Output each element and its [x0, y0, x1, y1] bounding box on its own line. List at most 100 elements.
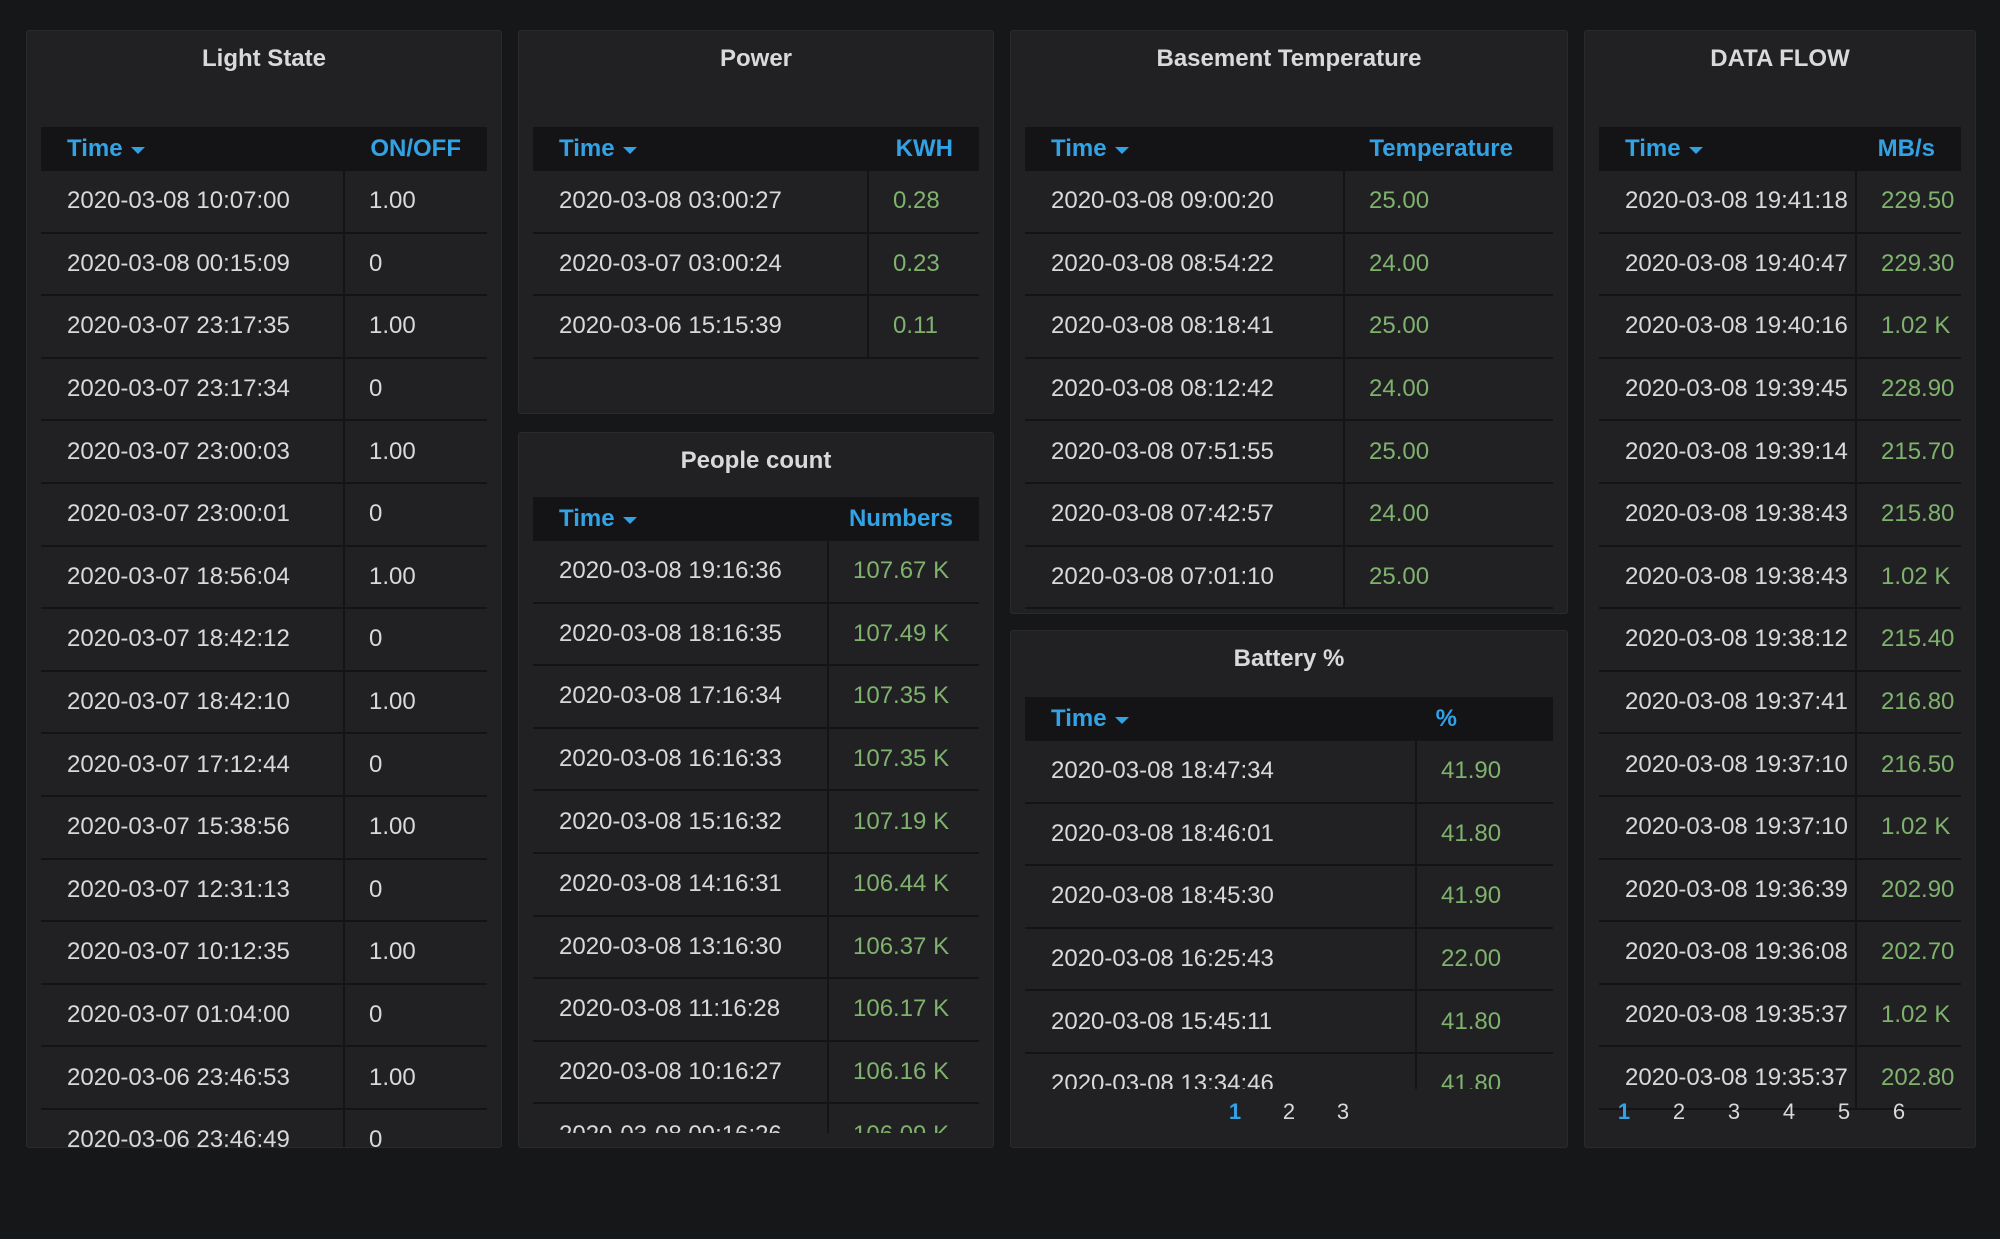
- people-count-panel: People count Time Numbers 2020-03-08 19:…: [518, 432, 994, 1148]
- sort-caret-icon: [1114, 146, 1129, 154]
- value-cell: 24.00: [1369, 375, 1430, 403]
- page-3-link[interactable]: 3: [1727, 1099, 1741, 1124]
- table-row: 2020-03-08 19:38:43 1.02 K: [1599, 546, 1961, 610]
- time-cell: 2020-03-08 15:16:32: [533, 791, 829, 852]
- page-1-link[interactable]: 1: [1617, 1099, 1631, 1124]
- sort-time-header[interactable]: Time: [41, 135, 145, 163]
- power-table: Time KWH 2020-03-08 03:00:27 0.28 2020-03-…: [533, 127, 979, 373]
- time-cell: 2020-03-08 14:16:31: [533, 853, 829, 915]
- table-row: 2020-03-08 13:16:30 106.37 K: [533, 916, 979, 980]
- value-column-header[interactable]: ON/OFF: [370, 135, 461, 162]
- value-column-header[interactable]: Numbers: [848, 505, 953, 532]
- panel-title: Power: [719, 45, 793, 72]
- table-row: 2020-03-07 15:38:56 1.00: [41, 796, 487, 860]
- table-row: 2020-03-06 15:15:39 0.11: [533, 296, 979, 359]
- page-3-link[interactable]: 3: [1336, 1099, 1350, 1124]
- value-cell: 0: [369, 875, 383, 903]
- battery-panel: Battery % Time % 2020-03-08 18:47:34 41.9…: [1010, 630, 1568, 1148]
- table-row: 2020-03-06 23:46:53 1.00: [41, 1047, 487, 1110]
- table-row: 2020-03-08 19:37:10 216.50: [1599, 734, 1961, 797]
- page-5-link[interactable]: 5: [1837, 1099, 1851, 1124]
- value-cell: 215.70: [1881, 437, 1955, 465]
- value-cell: 1.00: [369, 813, 416, 841]
- table-row: 2020-03-08 07:51:55 25.00: [1025, 421, 1553, 484]
- value-cell: 25.00: [1369, 187, 1430, 215]
- value-cell: 25.00: [1369, 437, 1430, 465]
- table-row: 2020-03-08 03:00:27 0.28: [533, 171, 979, 234]
- table-row: 2020-03-08 19:38:43 215.80: [1599, 483, 1961, 547]
- time-cell: 2020-03-08 19:38:43: [1599, 546, 1857, 608]
- table-row: 2020-03-08 19:35:37 202.80: [1599, 1047, 1961, 1110]
- value-column-header[interactable]: KWH: [895, 135, 953, 162]
- value-cell: 106.17 K: [853, 995, 950, 1023]
- light-state-table: Time ON/OFF 2020-03-08 10:07:00 1.00 2020-…: [41, 127, 487, 1147]
- sort-time-header[interactable]: Time: [1025, 135, 1129, 163]
- value-cell: 216.80: [1881, 688, 1955, 716]
- time-cell: 2020-03-07 18:56:04: [41, 546, 345, 608]
- time-cell: 2020-03-08 07:51:55: [1025, 421, 1345, 482]
- time-cell: 2020-03-08 18:47:34: [1025, 741, 1417, 802]
- sort-caret-icon: [1114, 716, 1129, 724]
- table-row: 2020-03-08 18:47:34 41.90: [1025, 741, 1553, 804]
- sort-time-header[interactable]: Time: [1599, 135, 1703, 163]
- sort-time-header[interactable]: Time: [533, 135, 637, 163]
- sort-time-header[interactable]: Time: [1025, 705, 1129, 733]
- time-cell: 2020-03-08 19:36:08: [1599, 922, 1857, 983]
- value-cell: 1.00: [369, 688, 416, 716]
- value-cell: 1.02 K: [1881, 1001, 1951, 1029]
- table-row: 2020-03-08 08:54:22 24.00: [1025, 233, 1553, 297]
- table-row: 2020-03-08 16:16:33 107.35 K: [533, 728, 979, 792]
- time-cell: 2020-03-08 13:16:30: [533, 916, 829, 978]
- table-row: 2020-03-08 19:38:12 215.40: [1599, 609, 1961, 672]
- sort-caret-icon: [622, 146, 637, 154]
- value-cell: 107.35 K: [853, 682, 950, 710]
- sort-time-header[interactable]: Time: [533, 505, 637, 533]
- value-cell: 41.90: [1441, 882, 1502, 910]
- value-cell: 106.44 K: [853, 870, 950, 898]
- panel-title: Basement Temperature: [1156, 45, 1422, 72]
- value-cell: 228.90: [1881, 375, 1955, 403]
- time-cell: 2020-03-08 19:36:39: [1599, 859, 1857, 921]
- table-row: 2020-03-07 23:17:35 1.00: [41, 296, 487, 359]
- time-cell: 2020-03-08 19:16:36: [533, 541, 829, 602]
- table-row: 2020-03-08 19:41:18 229.50: [1599, 171, 1961, 234]
- value-cell: 24.00: [1369, 249, 1430, 277]
- value-cell: 1.00: [369, 437, 416, 465]
- value-cell: 0: [369, 375, 383, 403]
- table-row: 2020-03-08 08:12:42 24.00: [1025, 358, 1553, 422]
- page-1-link[interactable]: 1: [1228, 1099, 1242, 1124]
- table-row: 2020-03-08 15:16:32 107.19 K: [533, 791, 979, 854]
- value-cell: 22.00: [1441, 945, 1502, 973]
- table-row: 2020-03-08 10:16:27 106.16 K: [533, 1041, 979, 1105]
- table-row: 2020-03-08 19:39:45 228.90: [1599, 358, 1961, 422]
- table-row: 2020-03-08 18:46:01 41.80: [1025, 803, 1553, 867]
- value-cell: 202.90: [1881, 875, 1955, 903]
- data-flow-pagination: 1 2 3 4 5 6: [1585, 1099, 1975, 1125]
- page-2-link[interactable]: 2: [1282, 1099, 1296, 1124]
- page-6-link[interactable]: 6: [1892, 1099, 1906, 1124]
- time-cell: 2020-03-08 08:54:22: [1025, 233, 1345, 295]
- value-column-header[interactable]: MB/s: [1877, 135, 1935, 162]
- time-cell: 2020-03-08 07:42:57: [1025, 483, 1345, 545]
- table-header: Time Temperature: [1025, 127, 1553, 171]
- time-cell: 2020-03-07 01:04:00: [41, 984, 345, 1046]
- time-cell: 2020-03-06 15:15:39: [533, 296, 869, 357]
- value-cell: 216.50: [1881, 750, 1955, 778]
- time-cell: 2020-03-08 09:16:26: [533, 1104, 829, 1133]
- table-row: 2020-03-07 18:42:10 1.00: [41, 671, 487, 735]
- page-4-link[interactable]: 4: [1782, 1099, 1796, 1124]
- value-column-header[interactable]: Temperature: [1369, 135, 1513, 162]
- time-cell: 2020-03-08 19:35:37: [1599, 1047, 1857, 1108]
- value-cell: 106.16 K: [853, 1058, 950, 1086]
- time-cell: 2020-03-08 17:16:34: [533, 666, 829, 727]
- time-cell: 2020-03-08 18:45:30: [1025, 866, 1417, 927]
- time-cell: 2020-03-08 19:37:41: [1599, 671, 1857, 733]
- table-header: Time KWH: [533, 127, 979, 171]
- time-cell: 2020-03-08 18:46:01: [1025, 803, 1417, 865]
- table-row: 2020-03-07 23:17:34 0: [41, 358, 487, 422]
- table-row: 2020-03-07 10:12:35 1.00: [41, 922, 487, 985]
- page-2-link[interactable]: 2: [1672, 1099, 1686, 1124]
- table-row: 2020-03-08 00:15:09 0: [41, 233, 487, 297]
- value-column-header[interactable]: %: [1435, 705, 1457, 732]
- value-cell: 107.35 K: [853, 745, 950, 773]
